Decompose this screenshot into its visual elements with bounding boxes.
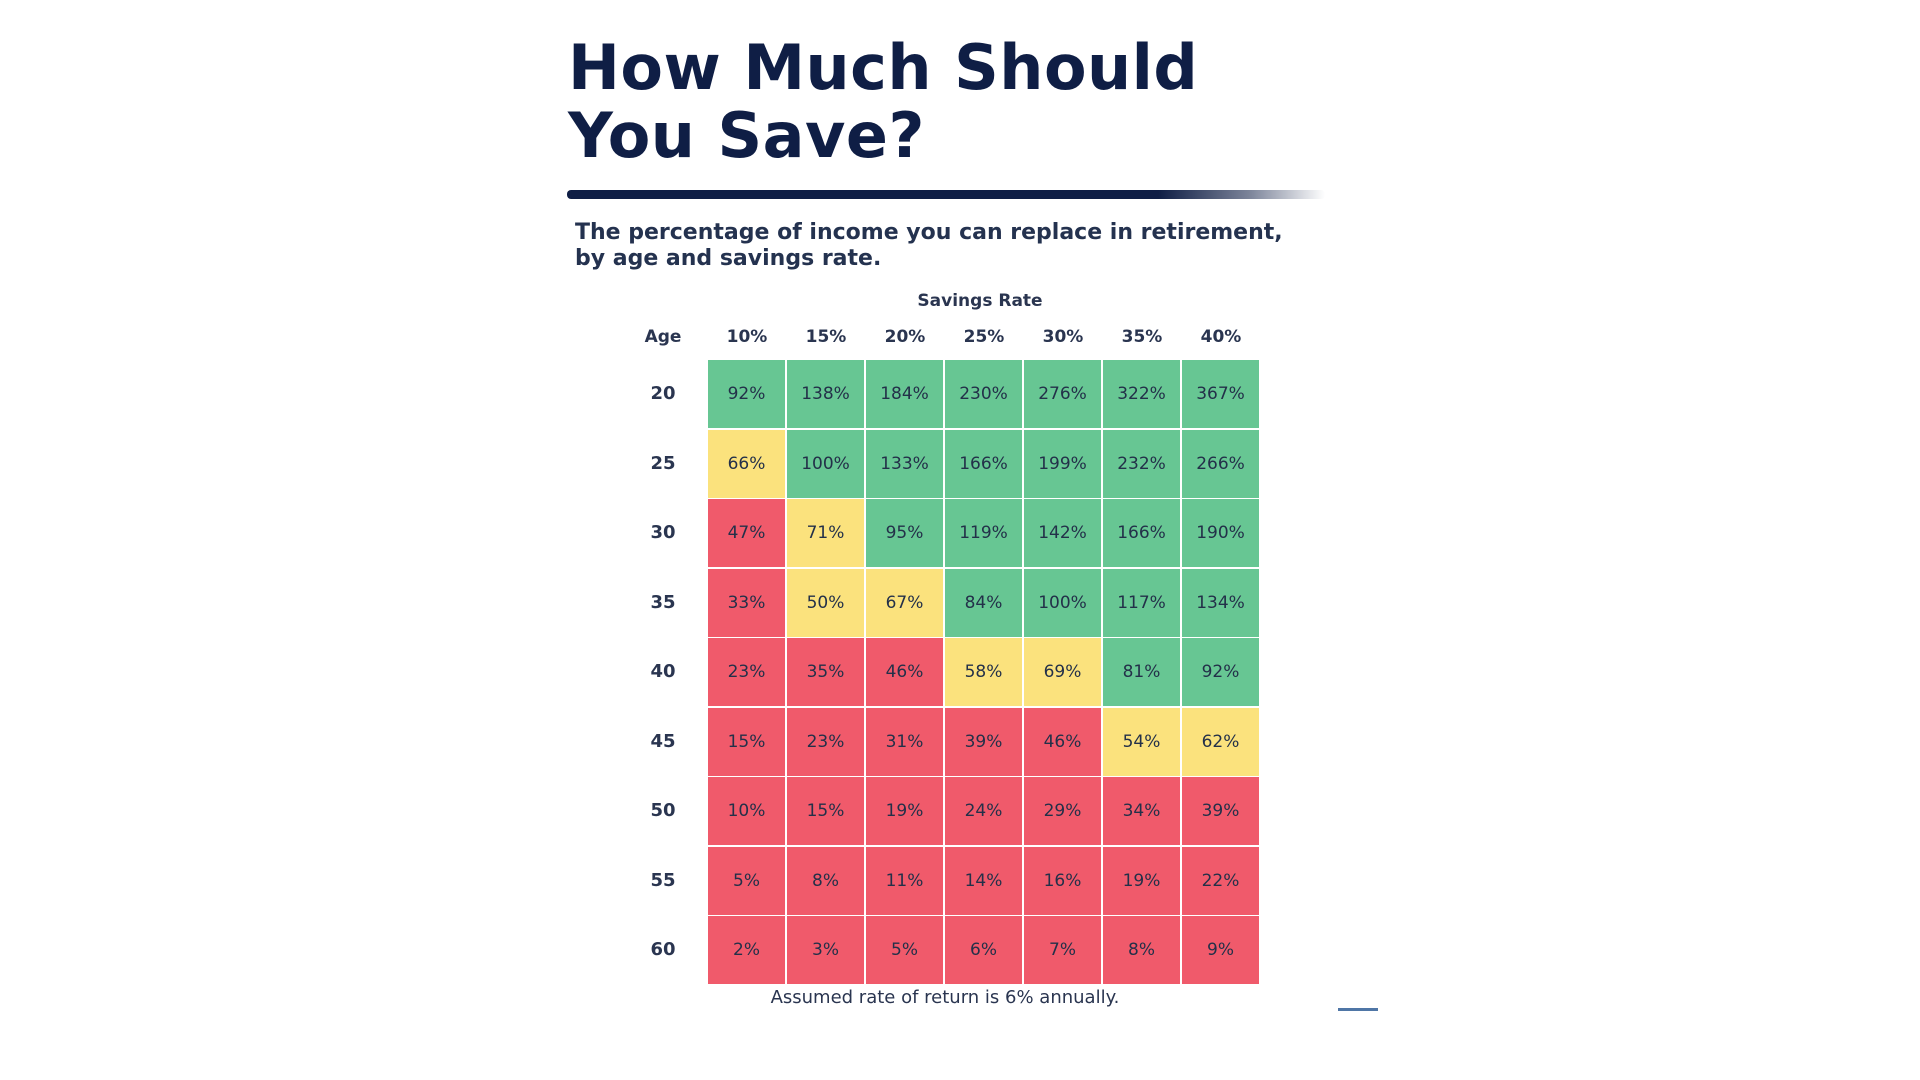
heatmap-cell: 47% (708, 499, 785, 567)
heatmap-cell: 67% (866, 568, 943, 637)
row-header: 60 (650, 939, 676, 960)
heatmap-cell: 9% (1182, 916, 1259, 984)
heatmap-cell: 266% (1182, 429, 1259, 498)
column-header: 35% (1121, 327, 1163, 347)
heatmap-cell: 7% (1024, 916, 1101, 984)
x-axis-title: Savings Rate (917, 291, 1043, 311)
heatmap-cell: 50% (787, 568, 864, 637)
heatmap-cell: 5% (866, 916, 943, 984)
heatmap-cell: 81% (1103, 638, 1180, 706)
heatmap-cell: 119% (945, 499, 1022, 567)
heatmap-cell: 35% (787, 638, 864, 706)
heatmap-cell: 142% (1024, 499, 1101, 567)
heatmap-cell: 100% (1024, 568, 1101, 637)
row-header: 35 (650, 591, 676, 613)
heatmap-cell: 276% (1024, 360, 1101, 428)
heatmap-cell: 8% (1103, 916, 1180, 984)
heatmap-cell: 46% (1024, 707, 1101, 776)
heatmap-cell: 138% (787, 360, 864, 428)
row-header: 20 (650, 383, 676, 404)
row-header: 50 (650, 800, 676, 821)
heatmap-cell: 19% (866, 777, 943, 845)
y-axis-title: Age (644, 327, 682, 347)
heatmap-cell: 71% (787, 499, 864, 567)
row-header: 45 (650, 730, 676, 752)
heatmap-cell: 16% (1024, 846, 1101, 915)
heatmap-cell: 3% (787, 916, 864, 984)
heatmap-cell: 230% (945, 360, 1022, 428)
heatmap-cell: 69% (1024, 638, 1101, 706)
heatmap-cell: 184% (866, 360, 943, 428)
heatmap-cell: 6% (945, 916, 1022, 984)
heatmap-cell: 23% (787, 707, 864, 776)
heatmap-cell: 15% (708, 707, 785, 776)
heatmap-cell: 133% (866, 429, 943, 498)
heatmap-cell: 46% (866, 638, 943, 706)
heatmap-cell: 66% (708, 429, 785, 498)
heatmap-cell: 367% (1182, 360, 1259, 428)
heatmap-cell: 190% (1182, 499, 1259, 567)
heatmap-cell: 58% (945, 638, 1022, 706)
heatmap-cell: 92% (1182, 638, 1259, 706)
heatmap-cell: 15% (787, 777, 864, 845)
heatmap-cell: 54% (1103, 707, 1180, 776)
page-title: How Much Should You Save? (568, 31, 1199, 172)
heatmap-cell: 134% (1182, 568, 1259, 637)
heatmap-cell: 62% (1182, 707, 1259, 776)
heatmap-cell: 2% (708, 916, 785, 984)
heatmap-cell: 29% (1024, 777, 1101, 845)
column-header: 40% (1200, 327, 1242, 347)
heatmap-cell: 95% (866, 499, 943, 567)
heatmap-cell: 11% (866, 846, 943, 915)
heatmap-cell: 117% (1103, 568, 1180, 637)
heatmap-cell: 33% (708, 568, 785, 637)
corner-accent-mark (1338, 1008, 1378, 1011)
column-header: 10% (726, 327, 768, 347)
row-header: 25 (650, 452, 676, 474)
heatmap-cell: 5% (708, 846, 785, 915)
chart-subtitle: The percentage of income you can replace… (575, 220, 1283, 271)
heatmap-cell: 19% (1103, 846, 1180, 915)
column-header: 25% (963, 327, 1005, 347)
column-header: 30% (1042, 327, 1084, 347)
heatmap-cell: 166% (1103, 499, 1180, 567)
heatmap-cell: 39% (1182, 777, 1259, 845)
heatmap-cell: 31% (866, 707, 943, 776)
heatmap-cell: 84% (945, 568, 1022, 637)
heatmap-cell: 34% (1103, 777, 1180, 845)
heatmap-cell: 10% (708, 777, 785, 845)
heatmap-cell: 92% (708, 360, 785, 428)
heatmap-cell: 39% (945, 707, 1022, 776)
heatmap-cell: 24% (945, 777, 1022, 845)
footnote: Assumed rate of return is 6% annually. (770, 987, 1120, 1008)
heatmap-cell: 23% (708, 638, 785, 706)
heatmap-cell: 100% (787, 429, 864, 498)
row-header: 40 (650, 661, 676, 682)
heatmap-cell: 199% (1024, 429, 1101, 498)
column-header: 15% (805, 327, 847, 347)
row-header: 30 (650, 522, 676, 543)
heatmap-cell: 8% (787, 846, 864, 915)
heatmap-cell: 232% (1103, 429, 1180, 498)
column-header: 20% (884, 327, 926, 347)
heatmap-cell: 22% (1182, 846, 1259, 915)
row-header: 55 (650, 869, 676, 891)
title-divider (567, 190, 1325, 199)
heatmap-cell: 166% (945, 429, 1022, 498)
heatmap-cell: 322% (1103, 360, 1180, 428)
heatmap-cell: 14% (945, 846, 1022, 915)
